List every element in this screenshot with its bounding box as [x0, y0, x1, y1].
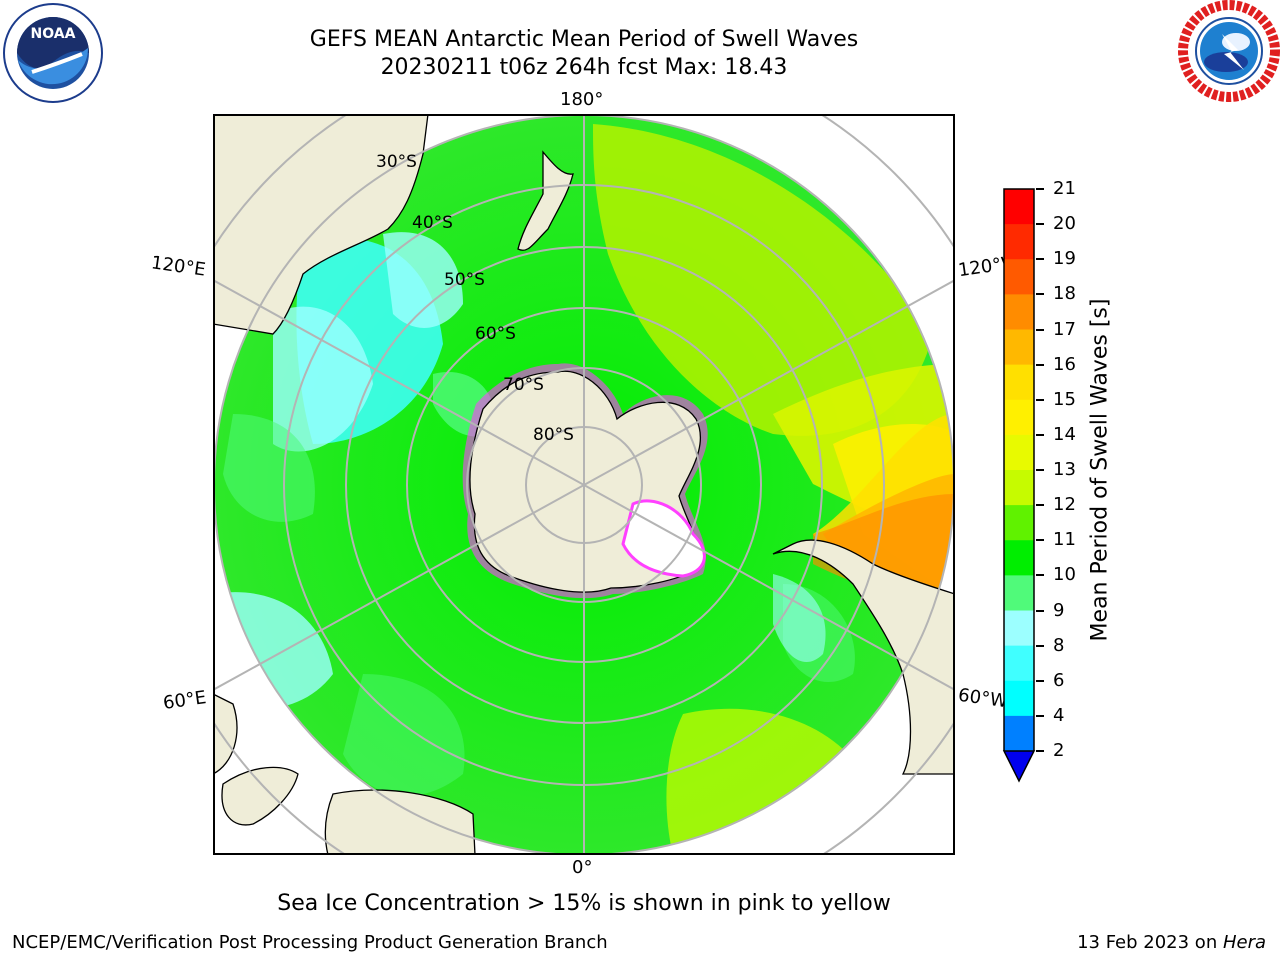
sea-ice-caption: Sea Ice Concentration > 15% is shown in …	[277, 891, 891, 916]
colorbar-tick-mark	[1036, 574, 1044, 577]
lat-label-60s: 60°S	[475, 324, 516, 344]
colorbar-tick-label: 18	[1053, 283, 1076, 305]
colorbar-tick-label: 16	[1053, 353, 1076, 375]
colorbar-swatch	[1004, 575, 1034, 611]
colorbar-label: Mean Period of Swell Waves [s]	[1087, 298, 1113, 642]
colorbar-tick-label: 15	[1053, 388, 1076, 410]
colorbar-tick-mark	[1036, 750, 1044, 752]
colorbar-tick-label: 11	[1053, 529, 1076, 551]
colorbar-tick-label: 21	[1053, 178, 1076, 199]
colorbar-tick-mark	[1036, 328, 1044, 331]
colorbar-swatch	[1004, 505, 1034, 541]
colorbar-swatch	[1004, 294, 1034, 330]
lat-label-70s: 70°S	[503, 375, 544, 395]
noaa-logo-icon: NOAA	[2, 2, 104, 108]
colorbar-swatch	[1004, 189, 1034, 225]
chart-title: GEFS MEAN Antarctic Mean Period of Swell…	[309, 27, 859, 52]
colorbar-swatch	[1004, 715, 1034, 752]
footer-date: 13 Feb 2023 on Hera	[1077, 932, 1266, 953]
lat-label-30s: 30°S	[376, 152, 417, 172]
lat-label-40s: 40°S	[412, 213, 453, 233]
colorbar-swatches	[1002, 188, 1036, 783]
colorbar-tick-mark	[1036, 188, 1044, 190]
colorbar-tick-label: 20	[1053, 213, 1076, 235]
map-frame	[213, 114, 955, 855]
colorbar-tick-label: 10	[1053, 564, 1076, 586]
colorbar-tick-mark	[1036, 504, 1044, 507]
noaa-logo-text: NOAA	[31, 26, 76, 42]
colorbar-tick-label: 19	[1053, 248, 1076, 270]
lat-label-80s: 80°S	[533, 425, 574, 445]
colorbar	[1002, 188, 1036, 788]
colorbar-tick-mark	[1036, 679, 1044, 682]
colorbar-tick-mark	[1036, 433, 1044, 436]
colorbar-swatch	[1004, 224, 1034, 260]
colorbar-tick-label: 17	[1053, 318, 1076, 340]
colorbar-tick-mark	[1036, 258, 1044, 261]
lon-label-0: 0°	[572, 857, 593, 878]
footer-date-text: 13 Feb 2023 on	[1077, 932, 1223, 953]
colorbar-tick-mark	[1036, 609, 1044, 612]
colorbar-tick-label: 4	[1053, 704, 1065, 726]
footer-machine: Hera	[1222, 932, 1266, 953]
colorbar-tick-label: 13	[1053, 459, 1076, 480]
colorbar-swatch	[1004, 364, 1034, 401]
antarctica	[462, 363, 708, 599]
colorbar-tick-mark	[1036, 469, 1044, 471]
colorbar-swatch	[1004, 329, 1034, 366]
colorbar-tick-mark	[1036, 293, 1044, 296]
lon-label-180: 180°	[560, 89, 604, 110]
colorbar-swatch	[1004, 680, 1034, 717]
colorbar-tick-mark	[1036, 714, 1044, 717]
colorbar-tick-label: 8	[1053, 634, 1065, 656]
colorbar-swatch	[1004, 259, 1034, 295]
colorbar-frame	[1003, 188, 1035, 751]
lon-label-120e: 120°E	[149, 252, 207, 281]
colorbar-swatch	[1004, 470, 1034, 506]
colorbar-swatch	[1004, 399, 1034, 436]
colorbar-tick-label: 2	[1053, 740, 1065, 761]
national-weather-service-logo-icon	[1178, 0, 1280, 106]
colorbar-swatch	[1004, 434, 1034, 471]
colorbar-tick-mark	[1036, 363, 1044, 366]
colorbar-under-arrow	[1002, 750, 1036, 783]
footer-branch: NCEP/EMC/Verification Post Processing Pr…	[12, 932, 608, 953]
lon-label-60e: 60°E	[161, 687, 208, 714]
lat-label-50s: 50°S	[444, 270, 485, 290]
colorbar-tick-mark	[1036, 398, 1044, 401]
colorbar-tick-label: 12	[1053, 494, 1076, 516]
chart-subtitle: 20230211 t06z 264h fcst Max: 18.43	[380, 55, 788, 80]
colorbar-tick-label: 14	[1053, 423, 1076, 445]
colorbar-tick-mark	[1036, 539, 1044, 542]
colorbar-swatch	[1004, 610, 1034, 647]
polar-map	[213, 114, 955, 855]
colorbar-tick-label: 6	[1053, 669, 1065, 691]
colorbar-tick-mark	[1036, 644, 1044, 647]
colorbar-tick-label: 9	[1053, 599, 1065, 621]
colorbar-tick-mark	[1036, 223, 1044, 226]
colorbar-swatch	[1004, 540, 1034, 576]
map-panel	[213, 114, 955, 859]
colorbar-swatch	[1004, 645, 1034, 682]
